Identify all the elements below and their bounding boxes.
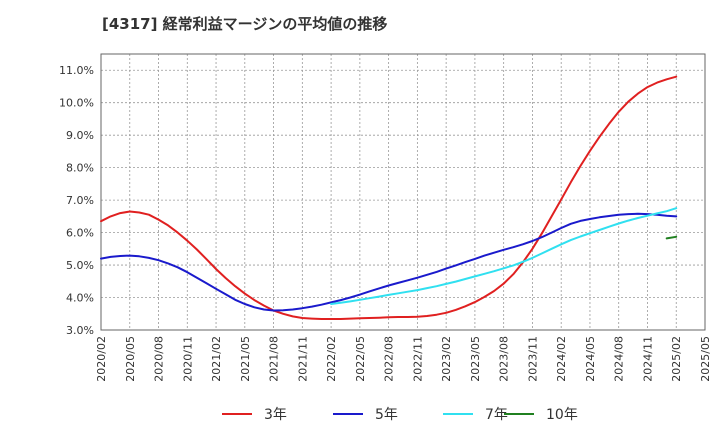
x-tick-label: 2022/08 <box>383 336 396 382</box>
x-tick-label: 2022/02 <box>325 336 338 382</box>
x-tick-label: 2020/05 <box>124 336 137 382</box>
x-tick-label: 2021/11 <box>296 336 309 382</box>
x-tick-label: 2020/11 <box>181 336 194 382</box>
x-tick-label: 2024/11 <box>641 336 654 382</box>
y-tick-label: 11.0% <box>59 64 94 77</box>
x-tick-label: 2021/05 <box>239 336 252 382</box>
y-tick-label: 3.0% <box>66 324 94 337</box>
x-tick-label: 2024/02 <box>555 336 568 382</box>
y-tick-label: 6.0% <box>66 227 94 240</box>
x-tick-label: 2023/11 <box>526 336 539 382</box>
y-tick-label: 10.0% <box>59 97 94 110</box>
y-tick-label: 4.0% <box>66 292 94 305</box>
x-tick-label: 2020/08 <box>153 336 166 382</box>
x-tick-label: 2020/02 <box>95 336 108 382</box>
x-tick-label: 2021/08 <box>268 336 281 382</box>
series-line-3 <box>665 235 678 240</box>
legend-label-1: 5年 <box>375 407 398 423</box>
x-tick-label: 2023/02 <box>440 336 453 382</box>
x-tick-label: 2025/05 <box>699 336 712 382</box>
x-tick-label: 2024/08 <box>613 336 626 382</box>
legend-label-3: 10年 <box>546 407 578 423</box>
x-tick-label: 2023/05 <box>469 336 482 382</box>
legend-label-2: 7年 <box>485 407 508 423</box>
x-tick-label: 2022/05 <box>354 336 367 382</box>
y-tick-label: 7.0% <box>66 194 94 207</box>
x-tick-label: 2024/05 <box>584 336 597 382</box>
series-line-2 <box>330 207 678 305</box>
x-tick-label: 2023/08 <box>498 336 511 382</box>
y-tick-label: 5.0% <box>66 259 94 272</box>
chart-title: [4317] 経常利益マージンの平均値の推移 <box>102 15 388 33</box>
y-tick-label: 9.0% <box>66 129 94 142</box>
legend-label-0: 3年 <box>264 407 287 423</box>
x-tick-label: 2021/02 <box>210 336 223 382</box>
series-line-1 <box>100 212 678 312</box>
x-tick-label: 2025/02 <box>670 336 683 382</box>
plot-frame <box>100 53 706 331</box>
series-line-0 <box>100 75 678 320</box>
x-tick-label: 2022/11 <box>411 336 424 382</box>
y-tick-label: 8.0% <box>66 162 94 175</box>
